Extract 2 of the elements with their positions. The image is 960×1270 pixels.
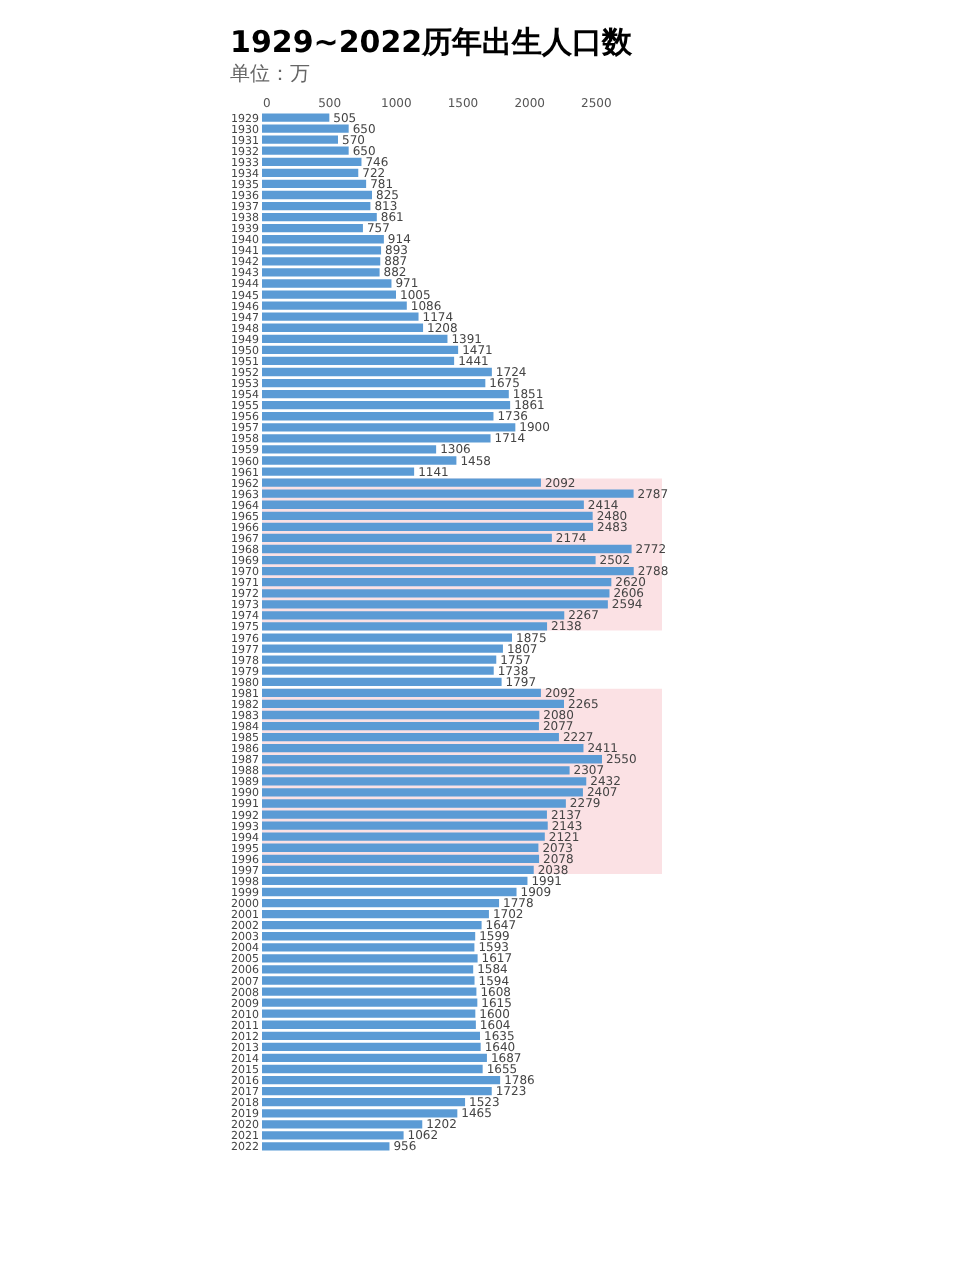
chart-title: 1929~2022历年出生人口数 [230,24,635,60]
chart-subtitle: 单位：万 [230,62,311,86]
